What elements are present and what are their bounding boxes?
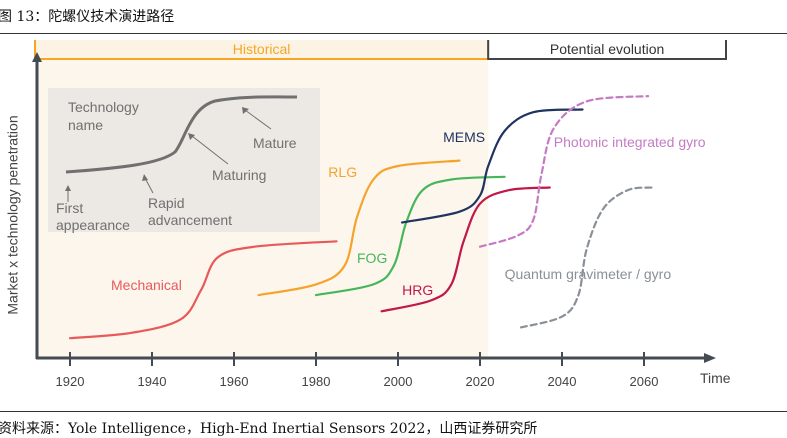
arrowhead-rapid-advancement <box>142 174 148 181</box>
x-tick-label: 2060 <box>630 374 659 389</box>
series-label-photonic-integrated-gyro: Photonic integrated gyro <box>554 134 706 150</box>
series-label-mems: MEMS <box>443 129 485 145</box>
x-tick-label: 2020 <box>466 374 495 389</box>
arrowhead-mature <box>242 107 249 114</box>
x-tick-label: 2040 <box>548 374 577 389</box>
arrowhead-first-appearance <box>65 185 71 191</box>
series-label-fog: FOG <box>357 250 387 266</box>
series-line-rlg <box>257 159 461 297</box>
series-label-rlg: RLG <box>328 164 357 180</box>
potential-evolution-label: Potential evolution <box>550 41 664 57</box>
legend-inset-curve <box>65 95 298 174</box>
x-axis-title: Time <box>700 370 731 386</box>
legend-inset: Technology name First appearance Rapid a… <box>48 88 320 233</box>
legend-inset-title: Technology name <box>68 99 143 133</box>
series-line-mechanical <box>68 240 338 340</box>
series-line-photonic-integrated-gyro <box>478 95 650 248</box>
bottom-rule <box>0 411 787 412</box>
stage-first-appearance: First appearance <box>56 200 130 233</box>
series-labels: Mechanical RLG FOG MEMS HRG Photonic integrat… <box>111 129 706 298</box>
series-line-hrg <box>380 186 551 313</box>
x-tick-label: 1940 <box>138 374 167 389</box>
potential-evolution-box <box>487 40 728 60</box>
source-note: 资料来源：Yole Intelligence，High-End Inertial… <box>0 421 538 437</box>
y-axis-title: Market x technology penetration <box>5 115 21 314</box>
series-line-quantum-gravimeter-gyro <box>519 186 654 329</box>
figure-title: 图 13：陀螺仪技术演进路径 <box>0 9 175 25</box>
arrow-rapid-advancement <box>144 177 154 194</box>
stage-rapid-advancement: Rapid advancement <box>148 195 232 228</box>
x-tick-label: 1980 <box>302 374 331 389</box>
chart: Historical Potential evolution Technolog… <box>5 40 731 389</box>
x-tick-label: 2000 <box>384 374 413 389</box>
series-line-mems <box>401 108 584 224</box>
y-axis-arrowhead <box>32 52 42 62</box>
series-label-hrg: HRG <box>402 282 433 298</box>
series-label-quantum-gravimeter-gyro: Quantum gravimeter / gyro <box>505 266 672 282</box>
historical-period-label: Historical <box>233 41 291 57</box>
series-label-mechanical: Mechanical <box>111 277 182 293</box>
legend-inset-background <box>48 88 320 232</box>
x-ticks: 1920 1940 1960 1980 2000 2020 2040 2060 <box>56 352 659 389</box>
series-layer <box>68 95 654 340</box>
x-tick-label: 1920 <box>56 374 85 389</box>
arrow-mature <box>244 109 272 130</box>
stage-mature: Mature <box>253 135 297 151</box>
stage-maturing: Maturing <box>212 167 266 183</box>
x-axis-arrowhead <box>704 353 716 363</box>
arrow-maturing <box>191 135 229 165</box>
x-tick-label: 1960 <box>220 374 249 389</box>
arrowhead-maturing <box>188 133 195 140</box>
top-rule <box>0 33 787 34</box>
